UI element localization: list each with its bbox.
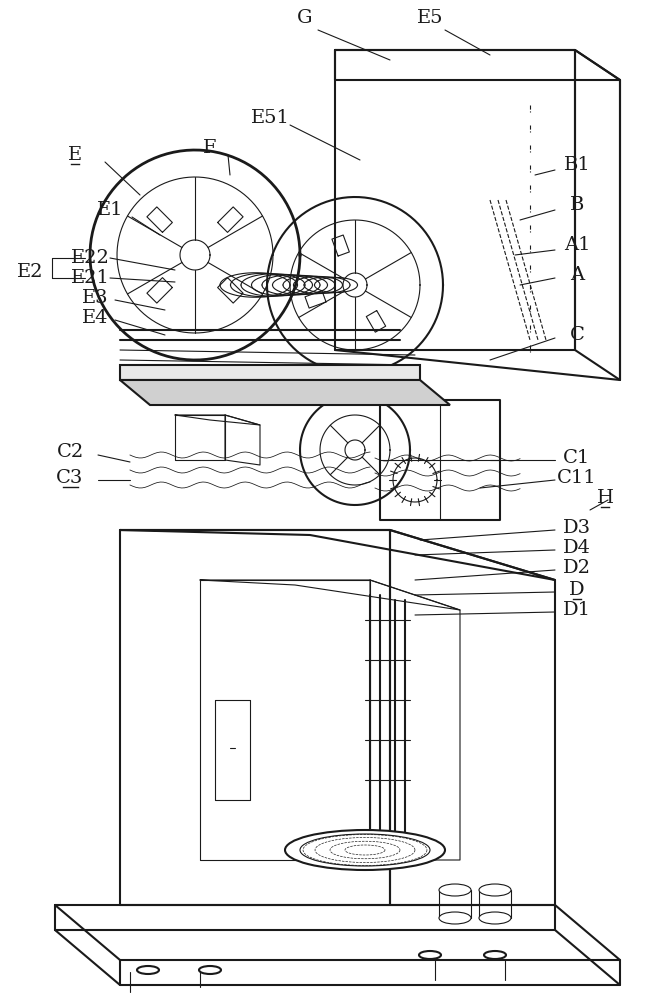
Text: E51: E51	[251, 109, 290, 127]
Text: D2: D2	[563, 559, 591, 577]
Text: E: E	[68, 146, 82, 164]
Text: E2: E2	[17, 263, 43, 281]
Text: A1: A1	[564, 236, 590, 254]
Text: E3: E3	[82, 289, 108, 307]
Ellipse shape	[199, 966, 221, 974]
Ellipse shape	[479, 912, 511, 924]
Text: D1: D1	[563, 601, 591, 619]
Ellipse shape	[484, 951, 506, 959]
Text: E1: E1	[97, 201, 123, 219]
Ellipse shape	[285, 830, 445, 870]
Text: E21: E21	[71, 269, 110, 287]
Text: G: G	[297, 9, 313, 27]
Ellipse shape	[137, 966, 159, 974]
Text: B: B	[570, 196, 584, 214]
Ellipse shape	[479, 884, 511, 896]
Text: E4: E4	[82, 309, 108, 327]
Text: D3: D3	[563, 519, 591, 537]
Text: C11: C11	[557, 469, 597, 487]
Text: D4: D4	[563, 539, 591, 557]
Polygon shape	[120, 380, 450, 405]
Text: E22: E22	[71, 249, 110, 267]
Polygon shape	[120, 365, 420, 380]
Text: H: H	[597, 489, 614, 507]
Text: F: F	[203, 139, 216, 157]
Text: A: A	[570, 266, 584, 284]
Ellipse shape	[439, 884, 471, 896]
Text: C1: C1	[563, 449, 590, 467]
Ellipse shape	[300, 834, 430, 866]
Text: E5: E5	[417, 9, 443, 27]
Ellipse shape	[439, 912, 471, 924]
Text: C: C	[570, 326, 584, 344]
Text: B1: B1	[564, 156, 590, 174]
Text: D: D	[569, 581, 584, 599]
Ellipse shape	[419, 951, 441, 959]
Text: C3: C3	[56, 469, 84, 487]
Text: C2: C2	[56, 443, 84, 461]
